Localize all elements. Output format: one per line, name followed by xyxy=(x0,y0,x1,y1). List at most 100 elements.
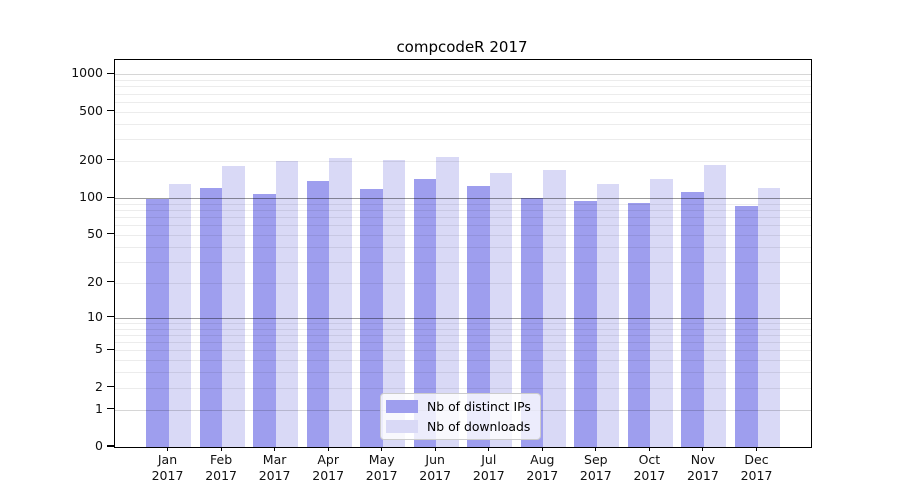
x-tick-mark-feb xyxy=(220,446,222,451)
bar-downloads-jan xyxy=(168,183,191,447)
y-tick-mark-500 xyxy=(107,110,114,112)
x-tick-mark-may xyxy=(381,446,383,451)
y-tick-label-5: 5 xyxy=(95,341,103,357)
x-tick-month-dec: Dec xyxy=(744,452,769,467)
x-tick-month-apr: Apr xyxy=(317,452,339,467)
x-tick-year-jan: 2017 xyxy=(151,467,184,483)
x-tick-month-jul: Jul xyxy=(481,452,497,467)
x-tick-year-jun: 2017 xyxy=(419,467,452,483)
x-tick-year-feb: 2017 xyxy=(205,467,237,483)
x-tick-month-aug: Aug xyxy=(530,452,555,467)
x-tick-year-apr: 2017 xyxy=(312,467,345,483)
bar-distinct-ips-apr xyxy=(306,180,330,447)
bar-downloads-feb xyxy=(222,166,245,447)
x-tick-label-aug: Aug 2017 xyxy=(502,452,582,483)
legend-item-downloads: Nb of downloads xyxy=(386,419,531,434)
y-tick-mark-10 xyxy=(107,316,114,318)
x-tick-mark-dec xyxy=(755,446,758,451)
x-tick-year-dec: 2017 xyxy=(740,467,773,483)
bar-downloads-sep xyxy=(596,184,620,447)
bar-distinct-ips-oct xyxy=(627,202,651,447)
y-tick-mark-5 xyxy=(107,348,114,350)
y-tick-label-200: 200 xyxy=(79,151,103,167)
x-tick-mark-mar xyxy=(274,446,276,451)
bar-distinct-ips-mar xyxy=(253,194,276,447)
y-tick-mark-0 xyxy=(107,445,114,447)
bar-distinct-ips-jun xyxy=(413,178,437,447)
bar-distinct-ips-nov xyxy=(681,192,704,447)
bars-layer xyxy=(115,60,811,447)
x-tick-mark-jul xyxy=(488,446,490,451)
x-tick-label-jul: Jul 2017 xyxy=(449,452,529,483)
x-tick-year-nov: 2017 xyxy=(686,467,719,483)
bar-downloads-nov xyxy=(703,165,727,447)
bar-downloads-jul xyxy=(489,172,513,447)
bar-distinct-ips-may xyxy=(360,188,383,447)
legend-label-downloads: Nb of downloads xyxy=(427,419,531,434)
x-tick-label-dec: Dec 2017 xyxy=(717,452,797,483)
x-tick-year-oct: 2017 xyxy=(633,467,666,483)
x-tick-label-oct: Oct 2017 xyxy=(609,452,689,483)
y-tick-label-100: 100 xyxy=(79,189,103,205)
x-tick-label-may: May 2017 xyxy=(342,452,422,483)
legend-label-distinct-ips: Nb of distinct IPs xyxy=(427,399,531,414)
x-tick-label-nov: Nov 2017 xyxy=(663,452,743,483)
y-tick-label-1000: 1000 xyxy=(71,65,103,81)
legend-swatch-downloads xyxy=(386,420,418,433)
y-tick-label-0: 0 xyxy=(95,438,103,453)
x-tick-label-apr: Apr 2017 xyxy=(288,452,368,483)
bar-distinct-ips-aug xyxy=(520,198,544,447)
x-tick-mark-jun xyxy=(434,446,436,451)
x-tick-month-jan: Jan xyxy=(157,452,178,467)
legend-item-distinct-ips: Nb of distinct IPs xyxy=(386,399,531,414)
x-tick-mark-apr xyxy=(327,446,329,451)
x-tick-year-mar: 2017 xyxy=(258,467,291,483)
x-tick-month-oct: Oct xyxy=(638,452,661,467)
y-tick-mark-2 xyxy=(107,386,114,388)
x-tick-month-mar: Mar xyxy=(262,452,287,467)
bar-downloads-oct xyxy=(650,178,673,447)
x-tick-label-feb: Feb 2017 xyxy=(181,452,261,483)
x-tick-label-jan: Jan 2017 xyxy=(128,452,208,483)
bar-distinct-ips-jan xyxy=(146,198,169,447)
y-tick-label-500: 500 xyxy=(79,102,103,118)
x-tick-label-jun: Jun 2017 xyxy=(395,452,475,483)
x-tick-mark-aug xyxy=(541,446,543,451)
x-tick-month-may: May xyxy=(368,452,395,467)
y-tick-mark-100 xyxy=(107,196,114,198)
x-tick-mark-jan xyxy=(166,446,169,451)
bar-downloads-dec xyxy=(757,187,780,447)
legend: Nb of distinct IPs Nb of downloads xyxy=(380,393,541,440)
x-tick-mark-oct xyxy=(648,446,650,451)
y-tick-mark-1 xyxy=(107,408,114,410)
y-tick-label-50: 50 xyxy=(87,225,103,241)
bar-distinct-ips-dec xyxy=(735,206,758,447)
y-tick-label-1: 1 xyxy=(95,400,103,416)
bar-distinct-ips-jul xyxy=(467,186,490,447)
bar-downloads-jun xyxy=(436,156,459,447)
y-tick-mark-20 xyxy=(107,281,114,283)
x-tick-month-jun: Jun xyxy=(425,452,445,467)
chart-title: compcodeR 2017 xyxy=(396,38,528,56)
x-tick-mark-nov xyxy=(702,446,704,451)
x-tick-year-aug: 2017 xyxy=(526,467,559,483)
y-tick-mark-200 xyxy=(107,159,114,161)
x-tick-month-nov: Nov xyxy=(690,452,716,467)
x-tick-month-sep: Sep xyxy=(584,452,608,467)
x-tick-month-feb: Feb xyxy=(210,452,233,467)
y-tick-mark-1000 xyxy=(107,72,114,74)
y-tick-label-10: 10 xyxy=(87,308,103,324)
y-tick-label-20: 20 xyxy=(87,273,103,289)
plot-area: Nb of distinct IPs Nb of downloads xyxy=(114,59,812,448)
bar-distinct-ips-feb xyxy=(199,188,223,447)
x-tick-label-sep: Sep 2017 xyxy=(556,452,636,483)
x-tick-year-jul: 2017 xyxy=(472,467,505,483)
bar-downloads-may xyxy=(382,159,406,447)
y-tick-mark-50 xyxy=(107,233,114,235)
x-tick-year-sep: 2017 xyxy=(579,467,612,483)
legend-swatch-distinct-ips xyxy=(386,400,418,413)
x-tick-year-may: 2017 xyxy=(365,467,398,483)
bar-distinct-ips-sep xyxy=(574,200,597,447)
bar-downloads-aug xyxy=(543,169,566,447)
